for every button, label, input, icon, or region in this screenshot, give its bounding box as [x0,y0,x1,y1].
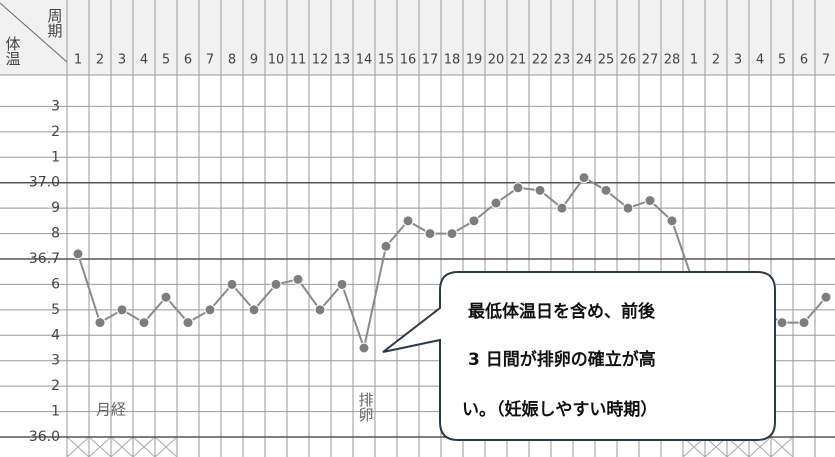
x-tick-label: 13 [334,53,351,68]
y-tick-label: 36.0 [29,429,60,445]
data-point [138,317,150,329]
menses-cross [770,436,794,457]
y-tick-label: 6 [51,276,60,292]
x-tick-label: 2 [712,53,720,68]
x-tick-label: 24 [576,53,593,68]
data-point [270,278,282,290]
corner-diagonal [0,2,68,63]
x-tick-label: 3 [118,53,126,68]
data-point [666,215,678,227]
menses-cross [132,436,156,457]
data-point [160,291,172,303]
x-tick-label: 19 [466,53,483,68]
data-point [380,240,392,252]
data-point [314,304,326,316]
data-point [424,228,436,240]
y-tick-label: 3 [51,353,60,369]
data-point [182,317,194,329]
y-tick-label: 1 [51,404,60,420]
y-tick-label: 2 [51,124,60,140]
x-tick-label: 10 [268,53,285,68]
x-tick-label: 2 [96,53,104,68]
y-tick-label: 8 [51,226,60,242]
y-tick-label: 9 [51,200,60,216]
data-point [798,317,810,329]
x-tick-label: 11 [290,53,307,68]
x-tick-label: 3 [734,53,742,68]
x-tick-label: 27 [642,53,659,68]
y-tick-label: 36.7 [29,251,60,267]
x-tick-label: 15 [378,53,395,68]
data-point [94,317,106,329]
x-tick-label: 23 [554,53,571,68]
x-tick-label: 5 [778,53,786,68]
data-point [226,278,238,290]
x-tick-label: 5 [162,53,170,68]
y-tick-label: 3 [51,98,60,114]
x-tick-label: 6 [184,53,192,68]
x-tick-label: 17 [422,53,439,68]
x-tick-label: 12 [312,53,329,68]
data-point [468,215,480,227]
data-point [358,342,370,354]
corner-cycle: 周期 [46,8,64,39]
x-tick-label: 7 [206,53,214,68]
callout-line: い。（妊娠しやすい時期） [462,399,657,420]
x-tick-label: 8 [228,53,236,68]
x-tick-label: 6 [800,53,808,68]
data-point [578,172,590,184]
x-tick-label: 18 [444,53,461,68]
data-point [556,202,568,214]
x-tick-label: 16 [400,53,417,68]
data-point [622,202,634,214]
data-point [204,304,216,316]
callout-line: 3 日間が排卵の確立が高 [468,349,656,370]
data-point [776,317,788,329]
x-tick-label: 4 [756,53,764,68]
menses-cross [66,436,90,457]
data-point [534,184,546,196]
data-point [336,278,348,290]
y-tick-label: 37.0 [29,175,60,191]
annotation-ovulation: 排卵 [357,392,375,422]
x-tick-label: 28 [664,53,681,68]
x-tick-label: 1 [74,53,82,68]
data-point [248,304,260,316]
header-band [0,0,835,75]
data-point [402,215,414,227]
x-tick-label: 14 [356,53,373,68]
x-tick-label: 26 [620,53,637,68]
x-tick-label: 1 [690,53,698,68]
x-tick-label: 22 [532,53,549,68]
y-tick-label: 5 [51,302,60,318]
y-tick-label: 4 [51,327,60,343]
data-point [446,228,458,240]
data-point [512,182,524,194]
x-tick-label: 7 [822,53,830,68]
menses-cross [154,436,178,457]
annotation-menses: 月経 [96,401,126,419]
x-tick-label: 4 [140,53,148,68]
data-point [644,195,656,207]
x-tick-label: 21 [510,53,527,68]
menses-cross [88,436,112,457]
callout-line: 最低体温日を含め、前後 [468,301,656,322]
y-tick-label: 2 [51,378,60,394]
x-tick-label: 25 [598,53,615,68]
data-point [490,197,502,209]
x-tick-label: 20 [488,53,505,68]
data-point [820,291,832,303]
corner-temperature: 体温 [4,36,22,66]
data-point [292,273,304,285]
data-point [72,248,84,260]
x-tick-label: 9 [250,53,258,68]
callout-bubble [382,271,776,441]
data-point [600,184,612,196]
data-point [116,304,128,316]
y-tick-label: 1 [51,149,60,165]
menses-cross [110,436,134,457]
